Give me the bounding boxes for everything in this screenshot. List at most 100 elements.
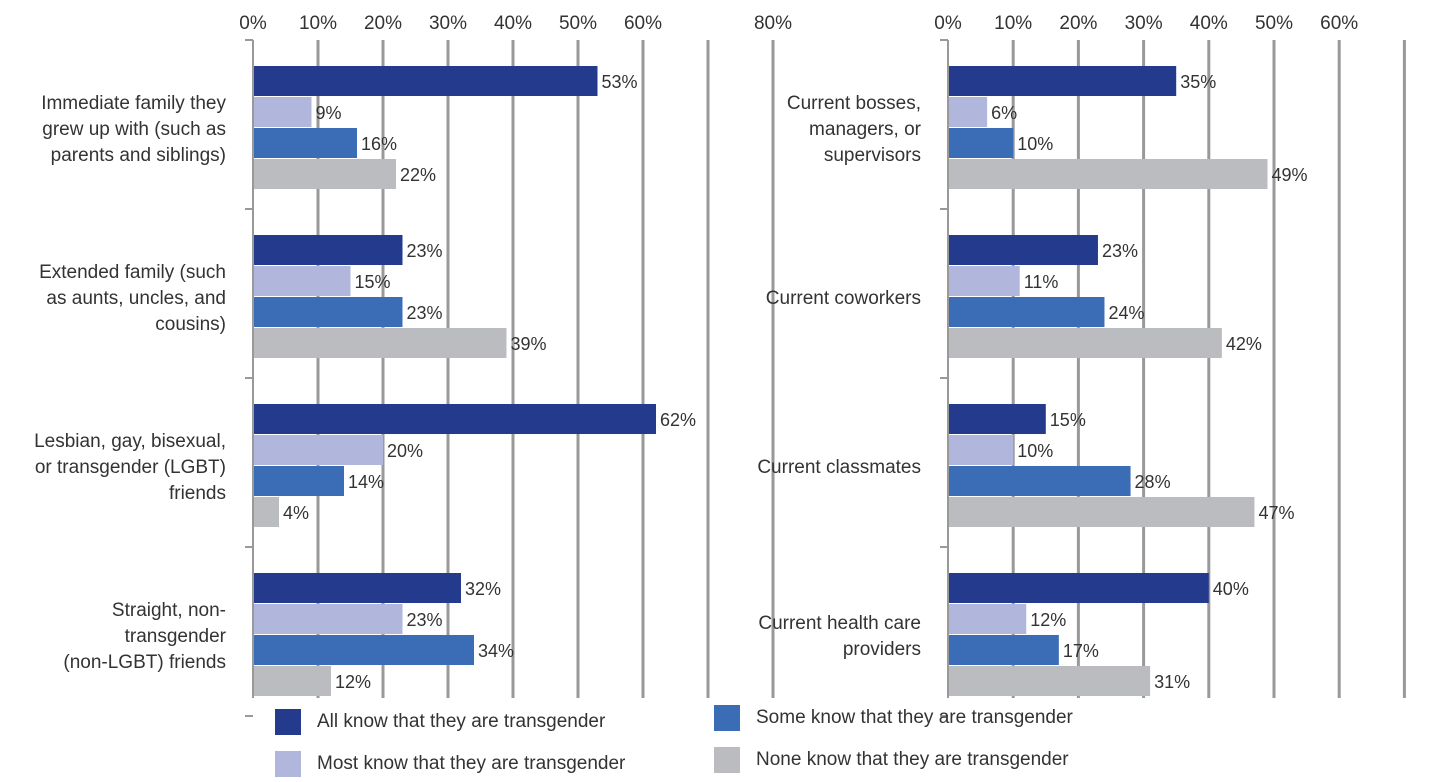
category-label: or transgender (LGBT) [35, 457, 226, 478]
data-label: 14% [348, 472, 384, 492]
data-label: 15% [355, 272, 391, 292]
x-tick-label: 40% [1190, 13, 1228, 34]
x-tick-label: 0% [239, 13, 267, 34]
bar-all [254, 573, 461, 603]
category-label: Current health care [758, 613, 921, 634]
data-label: 49% [1271, 165, 1307, 185]
bar-none [254, 497, 279, 527]
data-label: 23% [1102, 241, 1138, 261]
category-label: friends [169, 483, 226, 504]
data-label: 47% [1258, 503, 1294, 523]
legend-item-none: None know that they are transgender [714, 747, 1069, 773]
bar-none [254, 666, 331, 696]
category-label: supervisors [824, 145, 921, 166]
category-label: cousins) [155, 314, 226, 335]
legend-swatch-all [275, 709, 301, 735]
data-label: 20% [387, 441, 423, 461]
data-label: 32% [465, 579, 501, 599]
x-tick-label: 10% [299, 13, 337, 34]
data-label: 12% [335, 672, 371, 692]
legend-label-none: None know that they are transgender [756, 749, 1069, 770]
data-label: 12% [1030, 610, 1066, 630]
bar-most [254, 435, 383, 465]
data-label: 23% [407, 303, 443, 323]
category-label: Extended family (such [39, 262, 226, 283]
x-tick-label: 20% [364, 13, 402, 34]
data-label: 23% [407, 241, 443, 261]
data-label: 11% [1024, 272, 1059, 292]
data-label: 16% [361, 134, 397, 154]
data-label: 34% [478, 641, 514, 661]
bar-some [949, 466, 1131, 496]
bar-most [949, 97, 988, 127]
bar-some [254, 297, 403, 327]
legend-swatch-most [275, 751, 301, 777]
bar-most [254, 266, 351, 296]
bar-most [949, 604, 1027, 634]
bar-none [949, 497, 1255, 527]
bar-all [949, 573, 1209, 603]
legend-swatch-some [714, 705, 740, 731]
bar-none [949, 666, 1151, 696]
data-label: 28% [1135, 472, 1171, 492]
legend-label-some: Some know that they are transgender [756, 707, 1073, 728]
x-tick-label: 30% [429, 13, 467, 34]
data-label: 23% [407, 610, 443, 630]
x-tick-label: 30% [1125, 13, 1163, 34]
bar-all [254, 404, 656, 434]
data-label: 6% [991, 103, 1017, 123]
data-label: 31% [1154, 672, 1190, 692]
bar-some [254, 466, 344, 496]
bar-some [949, 635, 1059, 665]
data-label: 15% [1050, 410, 1086, 430]
bar-none [254, 328, 507, 358]
category-label: transgender [125, 626, 227, 647]
legend-label-most: Most know that they are transgender [317, 753, 626, 774]
bar-most [949, 266, 1020, 296]
bar-none [949, 159, 1268, 189]
bar-some [254, 128, 357, 158]
bar-all [949, 66, 1177, 96]
category-label: (non-LGBT) friends [63, 652, 226, 673]
category-label: Straight, non- [112, 600, 226, 621]
data-label: 42% [1226, 334, 1262, 354]
data-label: 35% [1180, 72, 1216, 92]
data-label: 62% [660, 410, 696, 430]
bar-some [254, 635, 474, 665]
x-tick-label: 50% [559, 13, 597, 34]
x-tick-label: 20% [1059, 13, 1097, 34]
data-label: 40% [1213, 579, 1249, 599]
data-label: 4% [283, 503, 309, 523]
bar-all [949, 235, 1098, 265]
data-label: 24% [1108, 303, 1144, 323]
data-label: 17% [1063, 641, 1099, 661]
bar-none [254, 159, 396, 189]
data-label: 9% [316, 103, 342, 123]
category-label: providers [843, 639, 921, 660]
category-label: Current bosses, [787, 93, 921, 114]
left-panel: 0% 10% 20% 30% 40% 50% 60% 80% Immediate family … [34, 13, 792, 717]
x-tick-label: 50% [1255, 13, 1293, 34]
x-tick-label: 60% [1320, 13, 1358, 34]
data-label: 39% [511, 334, 547, 354]
category-label: Immediate family they [41, 93, 226, 114]
bar-most [254, 604, 403, 634]
data-label: 10% [1017, 441, 1053, 461]
legend-item-most: Most know that they are transgender [275, 751, 625, 777]
category-label: managers, or [809, 119, 922, 140]
legend-label-all: All know that they are transgender [317, 711, 606, 732]
category-label: grew up with (such as [42, 119, 226, 140]
data-label: 53% [602, 72, 638, 92]
x-tick-label: 0% [934, 13, 962, 34]
category-label: Current coworkers [766, 288, 921, 309]
legend-item-some: Some know that they are transgender [714, 705, 1073, 731]
bar-some [949, 297, 1105, 327]
bar-all [254, 66, 598, 96]
x-tick-label: 80% [754, 13, 792, 34]
bar-all [949, 404, 1046, 434]
category-label: parents and siblings) [51, 145, 226, 166]
category-label: Current classmates [757, 457, 921, 478]
category-label: Lesbian, gay, bisexual, [34, 431, 226, 452]
bar-most [254, 97, 312, 127]
